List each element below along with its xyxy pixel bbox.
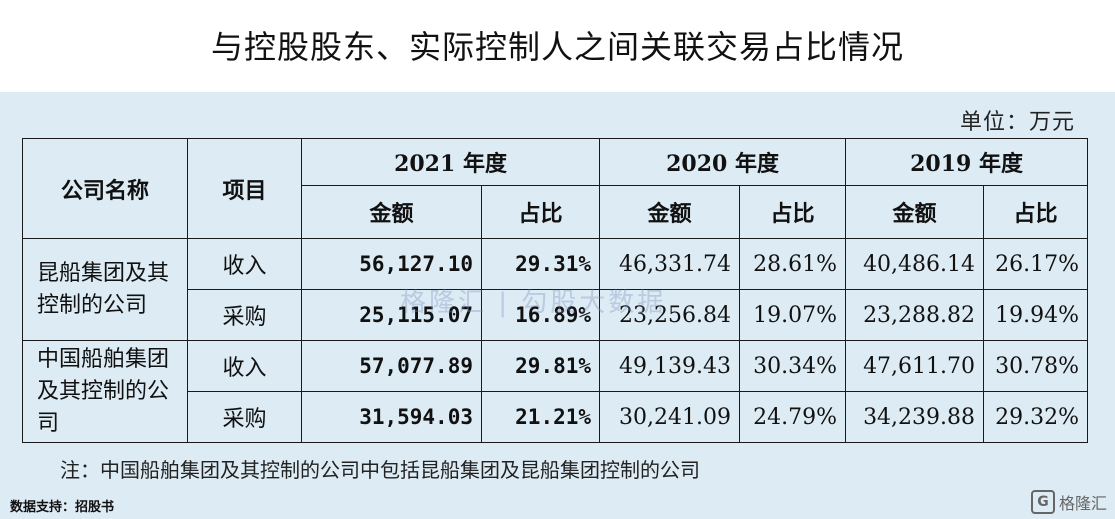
ratio-cell: 24.79% — [739, 391, 847, 443]
g-logo-icon: G — [1030, 490, 1055, 514]
ratio-cell: 30.34% — [739, 340, 847, 392]
footnote: 注：中国船舶集团及其控制的公司中包括昆船集团及昆船集团控制的公司 — [60, 458, 700, 482]
amount-cell: 56,127.10 — [301, 238, 482, 290]
table-row: 中国船舶集团及其控制的公司 收入 57,077.89 29.81% 49,139… — [22, 340, 1089, 443]
unit-label: 单位：万元 — [959, 110, 1075, 135]
amount-cell: 25,115.07 — [301, 289, 482, 341]
header-year-2019: 2019 年度 — [845, 138, 1089, 186]
company-name: 昆船集团及其控制的公司 — [22, 238, 188, 341]
amount-cell: 31,594.03 — [301, 391, 482, 443]
related-transactions-table: 公司名称 项目 2021 年度 2020 年度 2019 年度 金额 占比 金额… — [22, 138, 1089, 443]
header-amount: 金额 — [845, 185, 985, 239]
page-title: 与控股股东、实际控制人之间关联交易占比情况 — [210, 28, 904, 66]
amount-cell: 23,256.84 — [599, 289, 741, 341]
header-item: 项目 — [187, 138, 302, 239]
amount-cell: 30,241.09 — [599, 391, 741, 443]
ratio-cell: 19.94% — [983, 289, 1089, 341]
amount-cell: 57,077.89 — [301, 340, 482, 392]
table-row: 采购 25,115.07 16.89% 23,256.84 19.07% 23,… — [23, 289, 1089, 341]
table-row: 采购 31,594.03 21.21% 30,241.09 24.79% 34,… — [23, 391, 1089, 443]
header-ratio: 占比 — [983, 185, 1089, 239]
ratio-cell: 29.31% — [480, 238, 601, 290]
header-amount: 金额 — [301, 185, 482, 239]
amount-cell: 34,239.88 — [845, 391, 985, 443]
amount-cell: 23,288.82 — [845, 289, 985, 341]
ratio-cell: 30.78% — [983, 340, 1089, 392]
header-year-2021: 2021 年度 — [300, 138, 601, 186]
amount-cell: 46,331.74 — [599, 238, 741, 290]
item-label: 收入 — [187, 340, 302, 392]
amount-cell: 47,611.70 — [845, 340, 985, 392]
brand-logo: G 格隆汇 — [1030, 490, 1107, 514]
item-label: 收入 — [187, 238, 302, 290]
header-year-2020: 2020 年度 — [599, 138, 847, 186]
amount-cell: 40,486.14 — [845, 238, 985, 290]
ratio-cell: 29.32% — [983, 391, 1089, 443]
ratio-cell: 19.07% — [739, 289, 847, 341]
ratio-cell: 26.17% — [983, 238, 1089, 290]
header-ratio: 占比 — [739, 185, 847, 239]
amount-cell: 49,139.43 — [599, 340, 741, 392]
ratio-cell: 29.81% — [480, 340, 601, 392]
company-name: 中国船舶集团及其控制的公司 — [22, 340, 188, 443]
logo-text: 格隆汇 — [1058, 494, 1107, 513]
ratio-cell: 16.89% — [480, 289, 601, 341]
ratio-cell: 21.21% — [480, 391, 601, 443]
header-company: 公司名称 — [22, 138, 188, 239]
source-label: 数据支持：招股书 — [10, 500, 115, 515]
header-ratio: 占比 — [480, 185, 601, 239]
header-amount: 金额 — [599, 185, 741, 239]
item-label: 采购 — [187, 289, 302, 341]
table-row: 昆船集团及其控制的公司 收入 56,127.10 29.31% 46,331.7… — [22, 238, 1089, 341]
item-label: 采购 — [187, 391, 302, 443]
ratio-cell: 28.61% — [739, 238, 847, 290]
